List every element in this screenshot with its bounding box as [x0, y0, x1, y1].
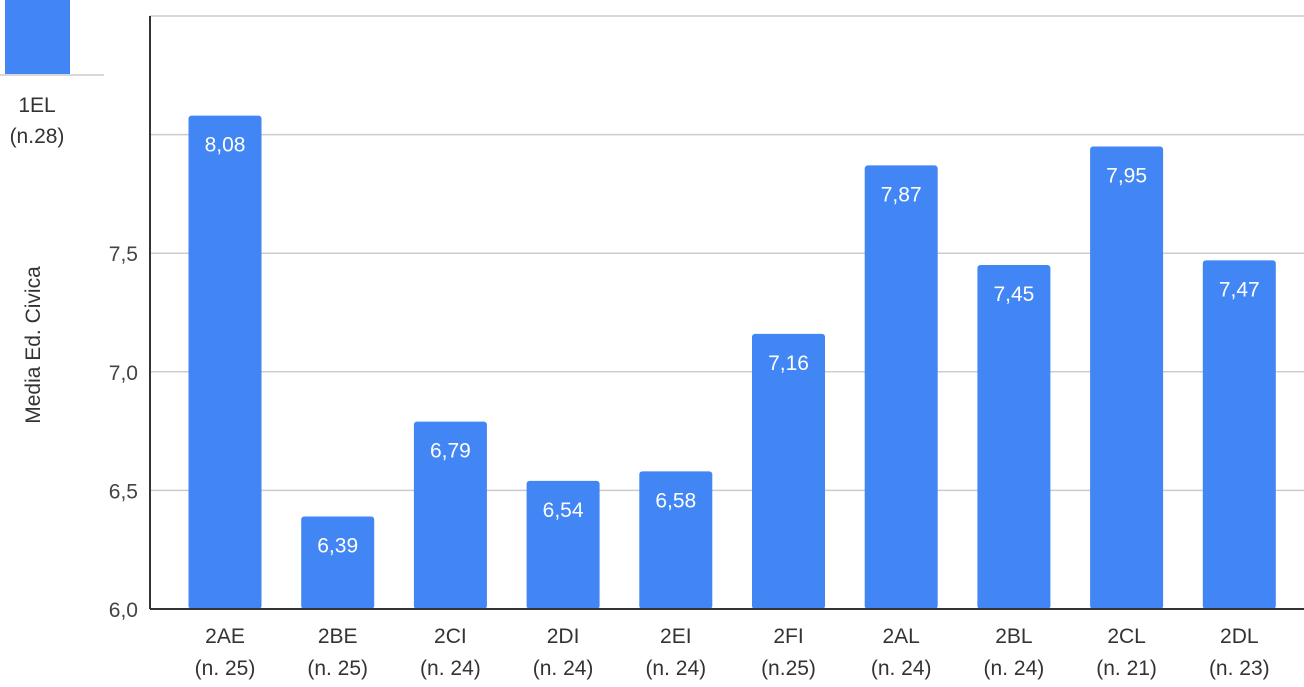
y-tick-label: 6,0 — [109, 599, 138, 622]
category-count-label: (n. 24) — [645, 657, 706, 680]
category-count-label: (n. 23) — [1209, 657, 1270, 680]
category-label: 2BE — [318, 625, 358, 648]
category-count-label: (n. 24) — [984, 657, 1045, 680]
category-label: 2AE — [205, 625, 245, 648]
category-count-label: (n. 24) — [533, 657, 594, 680]
category-label: 2AL — [883, 625, 920, 648]
category-count-label: (n. 24) — [871, 657, 932, 680]
category-label: 2CL — [1107, 625, 1146, 648]
category-label: 2DI — [547, 625, 580, 648]
data-label: 7,47 — [1219, 278, 1260, 301]
bar-2FI — [752, 333, 825, 609]
data-label: 7,45 — [993, 283, 1034, 306]
category-label: 1EL — [18, 94, 55, 117]
category-label: 2CI — [434, 625, 467, 648]
category-count-label: (n. 21) — [1096, 657, 1157, 680]
bar-2CL — [1090, 146, 1164, 609]
y-tick-label: 7,0 — [109, 362, 138, 385]
data-label: 6,79 — [430, 440, 471, 463]
data-label: 6,58 — [655, 489, 696, 512]
data-label: 7,87 — [881, 183, 922, 206]
data-label: 7,16 — [768, 352, 809, 375]
data-label: 6,39 — [317, 534, 358, 557]
category-count-label: (n. 25) — [307, 657, 368, 680]
category-count-label: (n. 25) — [195, 657, 256, 680]
bar-2DL — [1202, 260, 1276, 609]
data-label: 8,08 — [205, 134, 246, 157]
bar-2BE — [301, 516, 375, 609]
axes — [149, 16, 1304, 610]
category-label: 2DL — [1220, 625, 1259, 648]
bar-1EL — [5, 0, 70, 74]
category-label: 2EI — [660, 625, 692, 648]
labels: 6,0 6,5 7,0 7,5 1EL (n.28) 8,08 2AE (n. 25) 6,39 2… — [10, 94, 1270, 680]
category-label: 2FI — [773, 625, 803, 648]
bar-2AE — [188, 115, 262, 610]
y-tick-label: 7,5 — [109, 243, 138, 266]
bar-2AL — [864, 165, 938, 609]
category-label: 2BL — [995, 625, 1032, 648]
data-label: 7,95 — [1106, 164, 1147, 187]
data-label: 6,54 — [543, 499, 584, 522]
category-count-label: (n. 24) — [420, 657, 481, 680]
bar-2EI — [639, 471, 713, 609]
bar-2DI — [526, 480, 600, 609]
category-count-label: (n.25) — [761, 657, 816, 680]
y-tick-label: 6,5 — [109, 480, 138, 503]
category-count-label: (n.28) — [10, 125, 65, 148]
bars — [5, 0, 1276, 610]
bar-2CI — [413, 421, 487, 609]
y-axis-title: Media Ed. Civica — [22, 266, 45, 424]
bar-2BL — [977, 265, 1051, 609]
